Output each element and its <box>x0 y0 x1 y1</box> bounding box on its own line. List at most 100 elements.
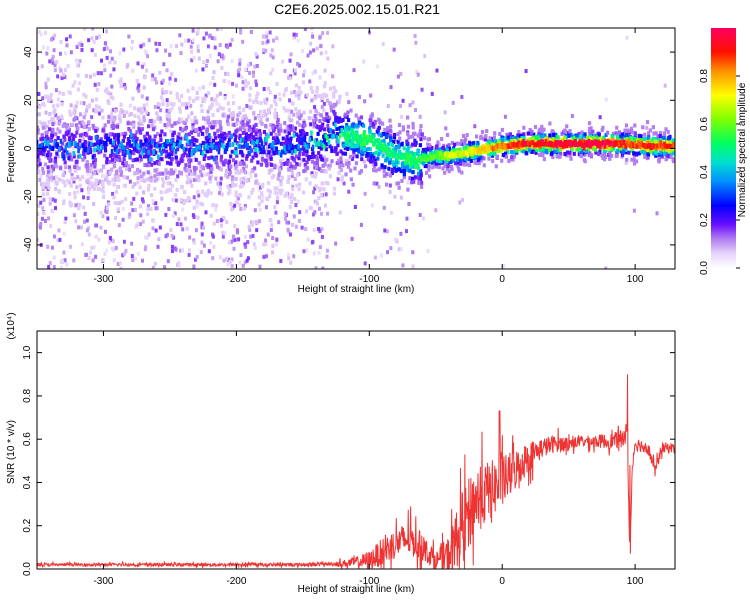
spectrogram-cell <box>251 128 255 133</box>
spectrogram-speckle <box>349 135 353 140</box>
spectrogram-speckle <box>51 167 55 172</box>
spectrogram-speckle <box>181 207 185 212</box>
spectrogram-speckle <box>140 64 144 69</box>
spectrogram-speckle <box>121 207 125 212</box>
spectrogram-speckle <box>193 257 197 262</box>
spectrogram-speckle <box>230 58 234 63</box>
spectrogram-speckle <box>112 258 116 263</box>
spectrogram-cell <box>87 104 91 109</box>
spectrogram-speckle <box>415 70 419 75</box>
spectrogram-cell <box>417 154 421 159</box>
spectrogram-ridge-cell <box>372 140 375 146</box>
spectrogram-speckle <box>345 91 349 96</box>
spectrogram-cell <box>44 94 48 99</box>
spectrogram-speckle <box>99 225 103 230</box>
spectrogram-ridge-cell <box>506 144 509 150</box>
spectrogram-speckle <box>206 109 210 114</box>
spectrogram-ridge-cell <box>281 149 285 155</box>
spectrogram-ridge-cell <box>88 141 92 147</box>
spectrogram-cell <box>252 137 256 142</box>
spectrogram-cell <box>115 154 120 159</box>
spectrogram-cell <box>275 120 280 125</box>
spectrogram-speckle <box>389 210 393 215</box>
spectrogram-cell <box>139 130 143 135</box>
spectrogram-ridge-cell <box>440 153 444 159</box>
spectrogram-speckle <box>102 47 106 52</box>
spectrogram-cell <box>660 154 664 159</box>
spectrogram-speckle <box>269 228 273 233</box>
spectrogram-speckle <box>189 144 193 149</box>
snr-x-tick-label: 100 <box>627 576 644 587</box>
spectrogram-speckle <box>44 110 48 115</box>
spectrogram-ridge-cell <box>474 150 478 156</box>
spectrogram-cell <box>381 131 385 136</box>
spectrogram-speckle <box>52 255 56 260</box>
spectrogram-cell <box>117 154 121 159</box>
spectrogram-speckle <box>195 90 199 95</box>
spectrogram-ridge-cell <box>308 137 312 143</box>
spectrogram-speckle <box>231 116 235 121</box>
spectrogram-cell <box>348 139 352 144</box>
spectrogram-cell <box>624 147 628 152</box>
spectrogram-cell <box>290 118 294 123</box>
spectrogram-speckle <box>294 224 298 229</box>
spectrogram-speckle <box>255 220 259 225</box>
spectrogram-ridge-cell <box>267 133 270 139</box>
spectrogram-ridge-cell <box>342 131 345 137</box>
spectrogram-cell <box>82 92 86 97</box>
spectrogram-cell <box>84 133 89 138</box>
spectrogram-speckle <box>191 38 195 43</box>
spectrogram-y-tick-label: 20 <box>23 94 34 106</box>
spectrogram-cell <box>365 153 369 158</box>
spectrogram-cell <box>248 105 252 110</box>
spectrogram-ridge-cell <box>115 149 119 155</box>
spectrogram-cell <box>349 154 353 159</box>
spectrogram-cell <box>194 96 199 101</box>
spectrogram-ridge-cell <box>503 143 506 149</box>
spectrogram-speckle <box>92 108 96 113</box>
spectrogram-cell <box>372 181 376 186</box>
spectrogram-speckle <box>77 42 81 47</box>
spectrogram-speckle <box>604 266 608 269</box>
spectrogram-cell <box>463 139 467 144</box>
spectrogram-speckle <box>56 74 60 79</box>
spectrogram-speckle <box>268 128 272 133</box>
spectrogram-cell <box>382 173 387 178</box>
spectrogram-cell <box>186 88 190 93</box>
spectrogram-cell <box>533 138 537 143</box>
spectrogram-ridge-cell <box>105 136 109 142</box>
spectrogram-cell <box>351 139 355 144</box>
spectrogram-ridge-cell <box>533 142 537 148</box>
spectrogram-ridge-cell <box>157 154 160 160</box>
spectrogram-cell <box>666 129 670 134</box>
spectrogram-ridge-cell <box>359 134 363 140</box>
spectrogram-speckle <box>315 46 319 51</box>
spectrogram-cell <box>493 131 497 136</box>
spectrogram-cell <box>615 150 619 155</box>
spectrogram-cell <box>107 101 111 106</box>
spectrogram-cell <box>204 181 208 186</box>
spectrogram-speckle <box>353 204 357 209</box>
spectrogram-ridge-cell <box>527 140 530 146</box>
spectrogram-ridge-cell <box>356 135 359 141</box>
spectrogram-ridge-cell <box>574 141 578 147</box>
spectrogram-speckle <box>41 166 45 171</box>
spectrogram-ridge-cell <box>452 153 455 159</box>
spectrogram-cell <box>169 90 173 95</box>
spectrogram-cell <box>387 153 391 158</box>
spectrogram-speckle <box>252 219 256 224</box>
spectrogram-cell <box>125 175 130 180</box>
spectrogram-cell <box>234 183 238 188</box>
spectrogram-cell <box>129 111 133 116</box>
spectrogram-cell <box>664 127 668 132</box>
spectrogram-cell <box>303 123 307 128</box>
spectrogram-cell <box>441 145 445 150</box>
spectrogram-speckle <box>221 56 225 61</box>
spectrogram-speckle <box>83 219 87 224</box>
spectrogram-cell <box>206 139 210 144</box>
spectrogram-cell <box>297 136 301 141</box>
spectrogram-cell <box>493 139 497 144</box>
spectrogram-cell <box>442 143 446 148</box>
spectrogram-speckle <box>151 73 155 78</box>
spectrogram-cell <box>260 199 264 204</box>
